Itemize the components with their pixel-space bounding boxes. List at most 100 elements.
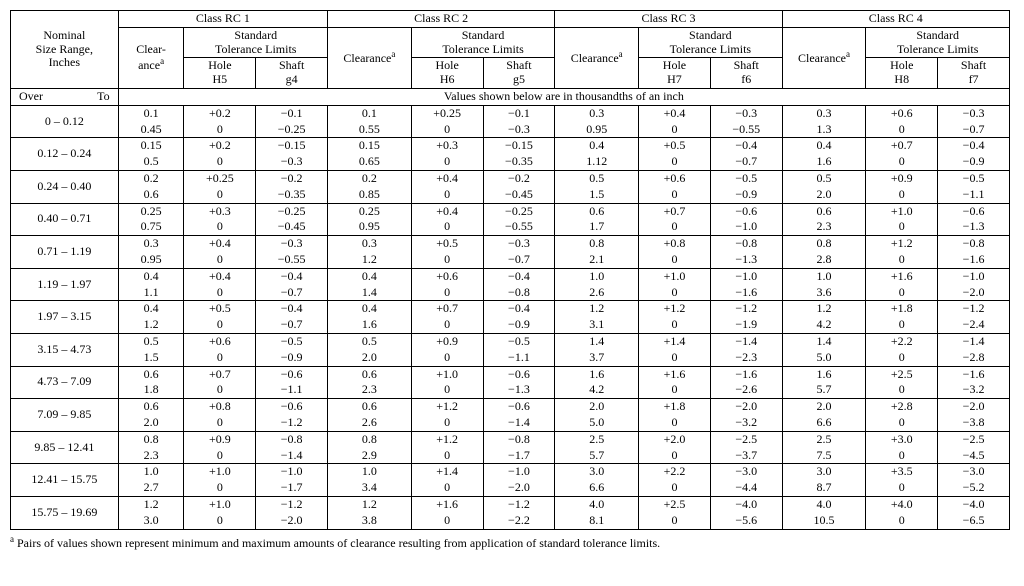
data-cell: −0.15 [483,138,555,154]
data-cell: −0.15 [256,138,328,154]
data-cell: 0 [639,252,711,268]
size-range-cell: 0.71 – 1.19 [11,236,119,269]
data-cell: 1.6 [555,366,639,382]
data-cell: −1.2 [483,496,555,512]
size-range-cell: 0 – 0.12 [11,105,119,138]
data-cell: 5.7 [555,448,639,464]
data-cell: +1.0 [411,366,483,382]
clearance-header-3: Clearancea [555,27,639,88]
data-cell: 0 [866,513,938,529]
table-row: 0 – 0.120.1+0.2−0.10.1+0.25−0.10.3+0.4−0… [11,105,1010,121]
hole-header-1: HoleH5 [184,58,256,89]
data-cell: 0.1 [118,105,184,121]
data-cell: +2.0 [639,431,711,447]
data-cell: 4.2 [782,317,866,333]
size-range-cell: 1.19 – 1.97 [11,268,119,301]
table-body: 0 – 0.120.1+0.2−0.10.1+0.25−0.10.3+0.4−0… [11,105,1010,529]
data-cell: 2.7 [118,480,184,496]
nominal-line3: Inches [49,55,80,69]
data-cell: −0.4 [710,138,782,154]
data-cell: 0 [184,154,256,170]
data-cell: −0.7 [483,252,555,268]
data-cell: 3.7 [555,350,639,366]
data-cell: −1.2 [256,415,328,431]
data-cell: −0.6 [256,399,328,415]
data-cell: −0.1 [256,105,328,121]
data-cell: 0.45 [118,122,184,138]
data-cell: −2.4 [938,317,1010,333]
data-cell: −0.6 [710,203,782,219]
data-cell: −2.8 [938,350,1010,366]
data-cell: +0.3 [411,138,483,154]
data-cell: +0.8 [639,236,711,252]
data-cell: +0.9 [184,431,256,447]
data-cell: 0 [184,382,256,398]
hole-header-3: HoleH7 [639,58,711,89]
data-cell: 0.65 [328,154,412,170]
data-cell: 0 [639,219,711,235]
data-cell: 0.4 [118,268,184,284]
shaft-header-1: Shaftg4 [256,58,328,89]
data-cell: 1.2 [782,301,866,317]
data-cell: 0 [866,448,938,464]
data-cell: +1.0 [639,268,711,284]
data-cell: +1.2 [639,301,711,317]
data-cell: 2.5 [782,431,866,447]
size-range-cell: 1.97 – 3.15 [11,301,119,334]
size-range-cell: 0.40 – 0.71 [11,203,119,236]
size-range-cell: 7.09 – 9.85 [11,399,119,432]
data-cell: 2.8 [782,252,866,268]
data-cell: +2.8 [866,399,938,415]
data-cell: −6.5 [938,513,1010,529]
data-cell: −1.0 [256,464,328,480]
data-cell: +0.3 [184,203,256,219]
data-cell: 6.6 [782,415,866,431]
data-cell: −0.45 [256,219,328,235]
data-cell: 2.1 [555,252,639,268]
data-cell: −2.0 [256,513,328,529]
data-cell: 3.1 [555,317,639,333]
data-cell: +1.0 [184,464,256,480]
data-cell: 1.4 [782,333,866,349]
data-cell: 2.0 [328,350,412,366]
data-cell: −2.6 [710,382,782,398]
data-cell: 0 [866,219,938,235]
data-cell: +0.7 [866,138,938,154]
data-cell: +1.8 [866,301,938,317]
data-cell: 5.0 [555,415,639,431]
data-cell: −1.0 [710,268,782,284]
data-cell: 0.8 [555,236,639,252]
data-cell: 10.5 [782,513,866,529]
data-cell: 0.75 [118,219,184,235]
data-cell: 0 [411,219,483,235]
data-cell: 0.6 [118,399,184,415]
data-cell: 2.0 [118,415,184,431]
std-tol-header-2: Standard Tolerance Limits [411,27,555,58]
over-to-header: Over To [11,88,119,105]
data-cell: 0.5 [118,333,184,349]
data-cell: 0 [411,187,483,203]
table-row: 0.750−0.450.950−0.551.70−1.02.30−1.3 [11,219,1010,235]
data-cell: 0 [411,480,483,496]
data-cell: 1.3 [782,122,866,138]
data-cell: 4.2 [555,382,639,398]
data-cell: +1.6 [411,496,483,512]
data-cell: 0.8 [328,431,412,447]
data-cell: −1.2 [256,496,328,512]
data-cell: −2.0 [938,399,1010,415]
data-cell: −0.4 [256,268,328,284]
table-row: 0.50−0.30.650−0.351.120−0.71.60−0.9 [11,154,1010,170]
data-cell: −1.7 [483,448,555,464]
data-cell: +3.5 [866,464,938,480]
table-row: 1.19 – 1.970.4+0.4−0.40.4+0.6−0.41.0+1.0… [11,268,1010,284]
data-cell: 0 [184,317,256,333]
data-cell: 1.12 [555,154,639,170]
data-cell: 0 [184,187,256,203]
table-row: 4.73 – 7.090.6+0.7−0.60.6+1.0−0.61.6+1.6… [11,366,1010,382]
data-cell: +2.2 [639,464,711,480]
data-cell: 0 [866,252,938,268]
shaft-header-4: Shaftf7 [938,58,1010,89]
data-cell: −0.55 [710,122,782,138]
data-cell: −0.8 [938,236,1010,252]
data-cell: 3.0 [555,464,639,480]
